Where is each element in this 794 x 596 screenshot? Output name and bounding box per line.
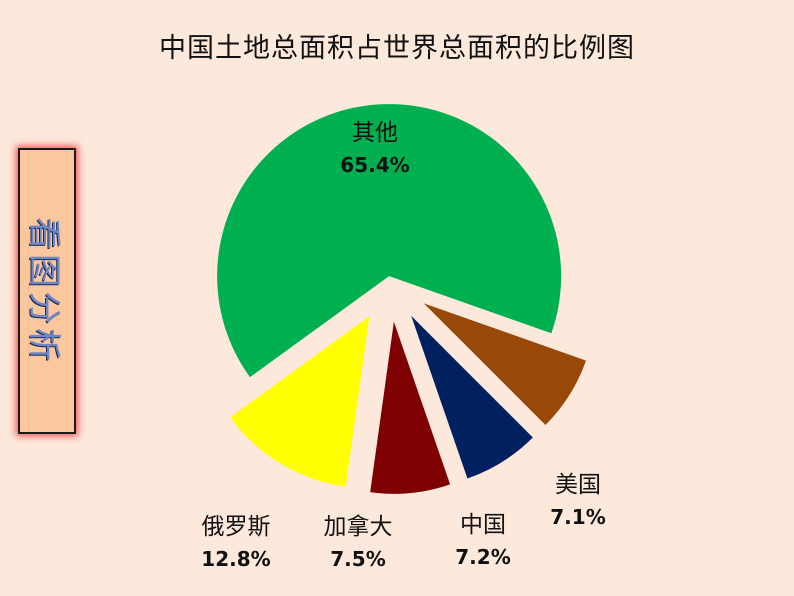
pie-slice xyxy=(423,303,587,425)
slice-value-label: 7.1% xyxy=(550,505,605,529)
slice-value-label: 7.5% xyxy=(330,547,385,571)
chart-title: 中国土地总面积占世界总面积的比例图 xyxy=(159,33,635,64)
slice-label: 中国 xyxy=(460,512,506,538)
pie-slice xyxy=(230,316,370,487)
slice-value-label: 7.2% xyxy=(455,545,510,569)
pie-slice xyxy=(370,321,451,494)
slice-label: 美国 xyxy=(555,472,601,498)
slice-label: 俄罗斯 xyxy=(202,514,271,540)
pie-slice xyxy=(411,315,533,479)
slice-value-label: 65.4% xyxy=(340,153,409,177)
slice-value-label: 12.8% xyxy=(201,547,270,571)
slice-label: 其他 xyxy=(352,120,398,146)
side-label-panel: 看图分析 xyxy=(18,148,76,434)
pie-slice xyxy=(217,104,562,378)
slice-label: 加拿大 xyxy=(324,513,393,540)
